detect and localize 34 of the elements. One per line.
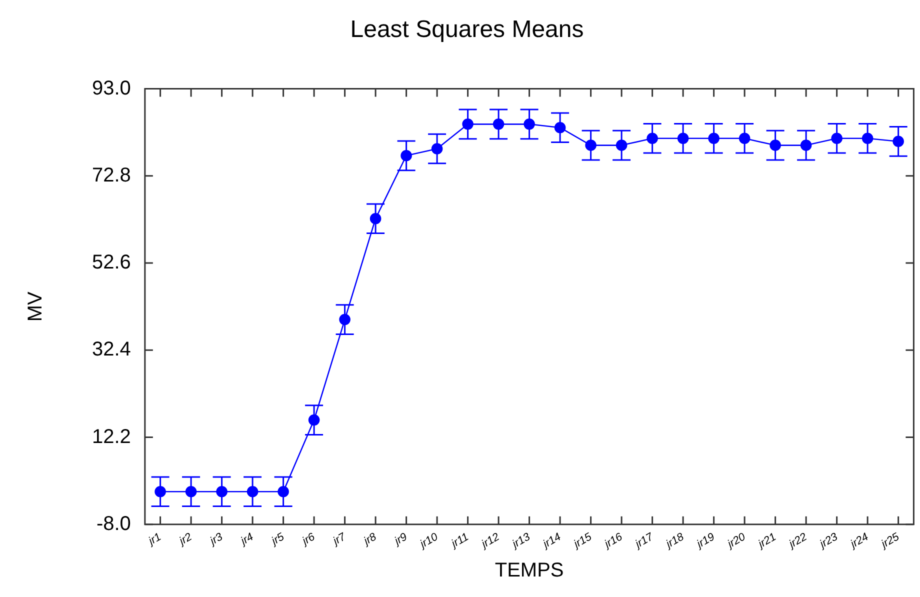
y-tick-label: 93.0 xyxy=(92,77,131,100)
y-tick-label: 72.8 xyxy=(92,164,131,186)
x-axis-title: TEMPS xyxy=(494,560,564,582)
y-tick-label: 32.4 xyxy=(92,338,131,361)
x-tick-label: jr6 xyxy=(298,530,318,548)
x-tick-label: jr25 xyxy=(878,530,902,552)
x-tick-label: jr13 xyxy=(508,530,534,552)
x-tick-label: jr16 xyxy=(600,530,626,552)
chart-title: Least Squares Means xyxy=(350,16,584,44)
x-tick-label: jr1 xyxy=(145,530,164,548)
x-tick-label: jr7 xyxy=(330,530,349,548)
x-tick-label: jr2 xyxy=(176,530,194,548)
x-tick-label: jr3 xyxy=(206,530,226,548)
x-tick-label: jr24 xyxy=(846,530,871,552)
x-tick-label: jr10 xyxy=(416,530,441,552)
x-tick-label: jr4 xyxy=(237,530,256,548)
y-tick-label: 52.6 xyxy=(92,252,131,274)
x-tick-label: jr23 xyxy=(816,530,841,552)
x-tick-label: jr22 xyxy=(785,530,810,552)
x-tick-label: jr8 xyxy=(360,530,380,548)
y-tick-label: -8.0 xyxy=(96,512,131,535)
y-tick-label: 12.2 xyxy=(92,426,131,448)
x-tick-label: jr12 xyxy=(478,530,502,552)
x-tick-label: jr5 xyxy=(268,530,288,548)
x-tick-label: jr11 xyxy=(448,530,471,552)
x-tick-label: jr15 xyxy=(570,530,595,552)
x-tick-label: jr9 xyxy=(391,530,410,548)
x-tick-label: jr19 xyxy=(693,530,717,552)
x-tick-label: jr17 xyxy=(632,530,656,552)
x-tick-label: jr14 xyxy=(539,530,564,552)
y-axis-title: MV xyxy=(24,290,47,322)
x-tick-label: jr18 xyxy=(662,530,687,552)
x-tick-label: jr20 xyxy=(724,530,748,552)
x-tick-label: jr21 xyxy=(754,530,778,552)
